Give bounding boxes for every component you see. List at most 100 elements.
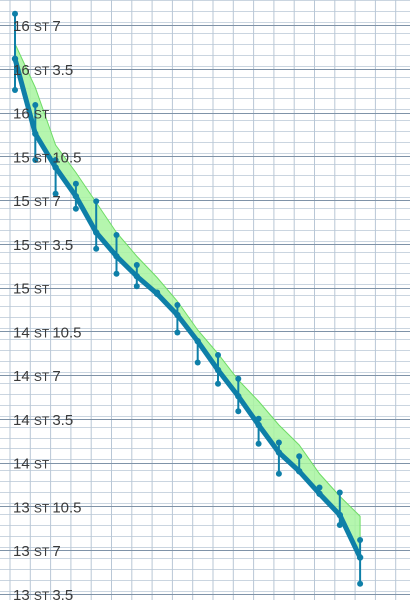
y-tick-label: 14 ST 3.5 [13,412,73,429]
range-low-point [52,190,59,197]
weight-point [275,449,283,456]
weight-point [235,393,242,400]
weight-line [11,55,364,561]
range-high-point [72,180,79,187]
weight-point [336,511,343,519]
weight-point [174,311,181,319]
y-tick-stones: 16 [13,106,34,123]
y-tick-unit: ST [34,108,50,122]
y-tick-label: 15 ST 3.5 [13,237,73,254]
y-tick-stones: 15 [13,281,34,298]
y-tick-stones: 14 [13,412,34,429]
y-tick-label: 15 ST 10.5 [13,149,82,166]
range-low-point [93,245,100,252]
range-high-point [12,10,18,17]
y-tick-stones: 13 [13,587,34,600]
y-tick-pounds: 7 [52,543,60,560]
y-tick-pounds: 10.5 [52,149,81,166]
range-low-point [235,408,242,415]
range-high-point [32,102,39,108]
range-high-point [296,453,303,460]
range-low-point [32,157,39,163]
y-tick-unit: ST [34,283,50,297]
y-tick-label: 13 ST 10.5 [13,499,82,516]
range-low-point [357,580,364,587]
range-high-point [215,352,221,358]
weight-point [93,229,100,236]
weight-point [72,193,80,200]
y-tick-unit: ST [34,64,52,78]
range-low-point [174,329,181,336]
y-tick-stones: 15 [13,149,34,166]
range-high-point [174,302,181,308]
y-tick-pounds: 7 [52,18,60,35]
y-tick-unit: ST [34,501,52,515]
y-tick-label: 14 ST 7 [13,368,61,385]
y-tick-unit: ST [34,20,52,34]
y-tick-unit: ST [34,414,52,428]
y-axis-labels: 16 ST 716 ST 3.516 ST 15 ST 10.515 ST 71… [13,18,82,600]
y-tick-unit: ST [34,458,50,472]
weight-point [194,338,201,345]
y-tick-unit: ST [34,151,52,165]
weight-point [32,130,39,137]
y-tick-stones: 16 [13,62,34,79]
weight-point [113,253,120,260]
y-tick-unit: ST [34,195,52,209]
y-tick-label: 16 ST [13,106,50,123]
y-tick-unit: ST [34,239,52,253]
weight-point [214,366,222,374]
y-tick-label: 16 ST 7 [13,18,61,35]
range-high-point [235,375,242,382]
y-tick-pounds: 7 [52,368,60,385]
y-tick-unit: ST [34,326,52,340]
y-tick-label: 14 ST 10.5 [13,324,82,341]
weight-series-line [12,56,363,560]
weight-point [11,55,19,62]
range-high-point [133,262,140,268]
y-tick-pounds: 3.5 [52,237,73,254]
weight-point [356,554,364,561]
y-tick-pounds: 3.5 [52,62,73,79]
weight-point [316,490,323,497]
range-low-point [275,470,282,477]
y-tick-stones: 16 [13,18,34,35]
y-tick-stones: 15 [13,237,34,254]
weight-point [296,468,303,475]
weight-point [153,290,161,297]
y-tick-unit: ST [34,370,52,384]
y-tick-pounds: 10.5 [52,324,81,341]
y-tick-stones: 15 [13,193,34,210]
y-tick-pounds: 3.5 [52,587,73,600]
y-tick-unit: ST [34,589,52,600]
range-low-point [194,359,201,366]
y-tick-pounds: 7 [52,193,60,210]
range-low-point [255,440,262,447]
y-tick-stones: 13 [13,543,34,560]
range-high-point [93,198,100,205]
y-tick-label: 14 ST [13,456,50,473]
range-high-point [357,537,364,543]
range-high-point [113,232,120,238]
y-tick-pounds: 10.5 [52,499,81,516]
y-tick-label: 15 ST [13,281,50,298]
range-low-point [215,380,221,387]
range-low-point [12,87,18,93]
weight-point [133,273,140,280]
range-high-point [275,439,282,446]
y-tick-stones: 14 [13,456,34,473]
y-tick-label: 13 ST 3.5 [13,587,73,600]
range-low-point [133,283,140,290]
y-tick-label: 16 ST 3.5 [13,62,73,79]
range-high-point [336,489,343,496]
range-low-point [72,205,79,212]
range-low-point [113,270,120,277]
weight-point [52,164,59,171]
y-tick-unit: ST [34,545,52,559]
y-tick-stones: 14 [13,324,34,341]
y-tick-stones: 13 [13,499,34,516]
y-tick-pounds: 3.5 [52,412,73,429]
